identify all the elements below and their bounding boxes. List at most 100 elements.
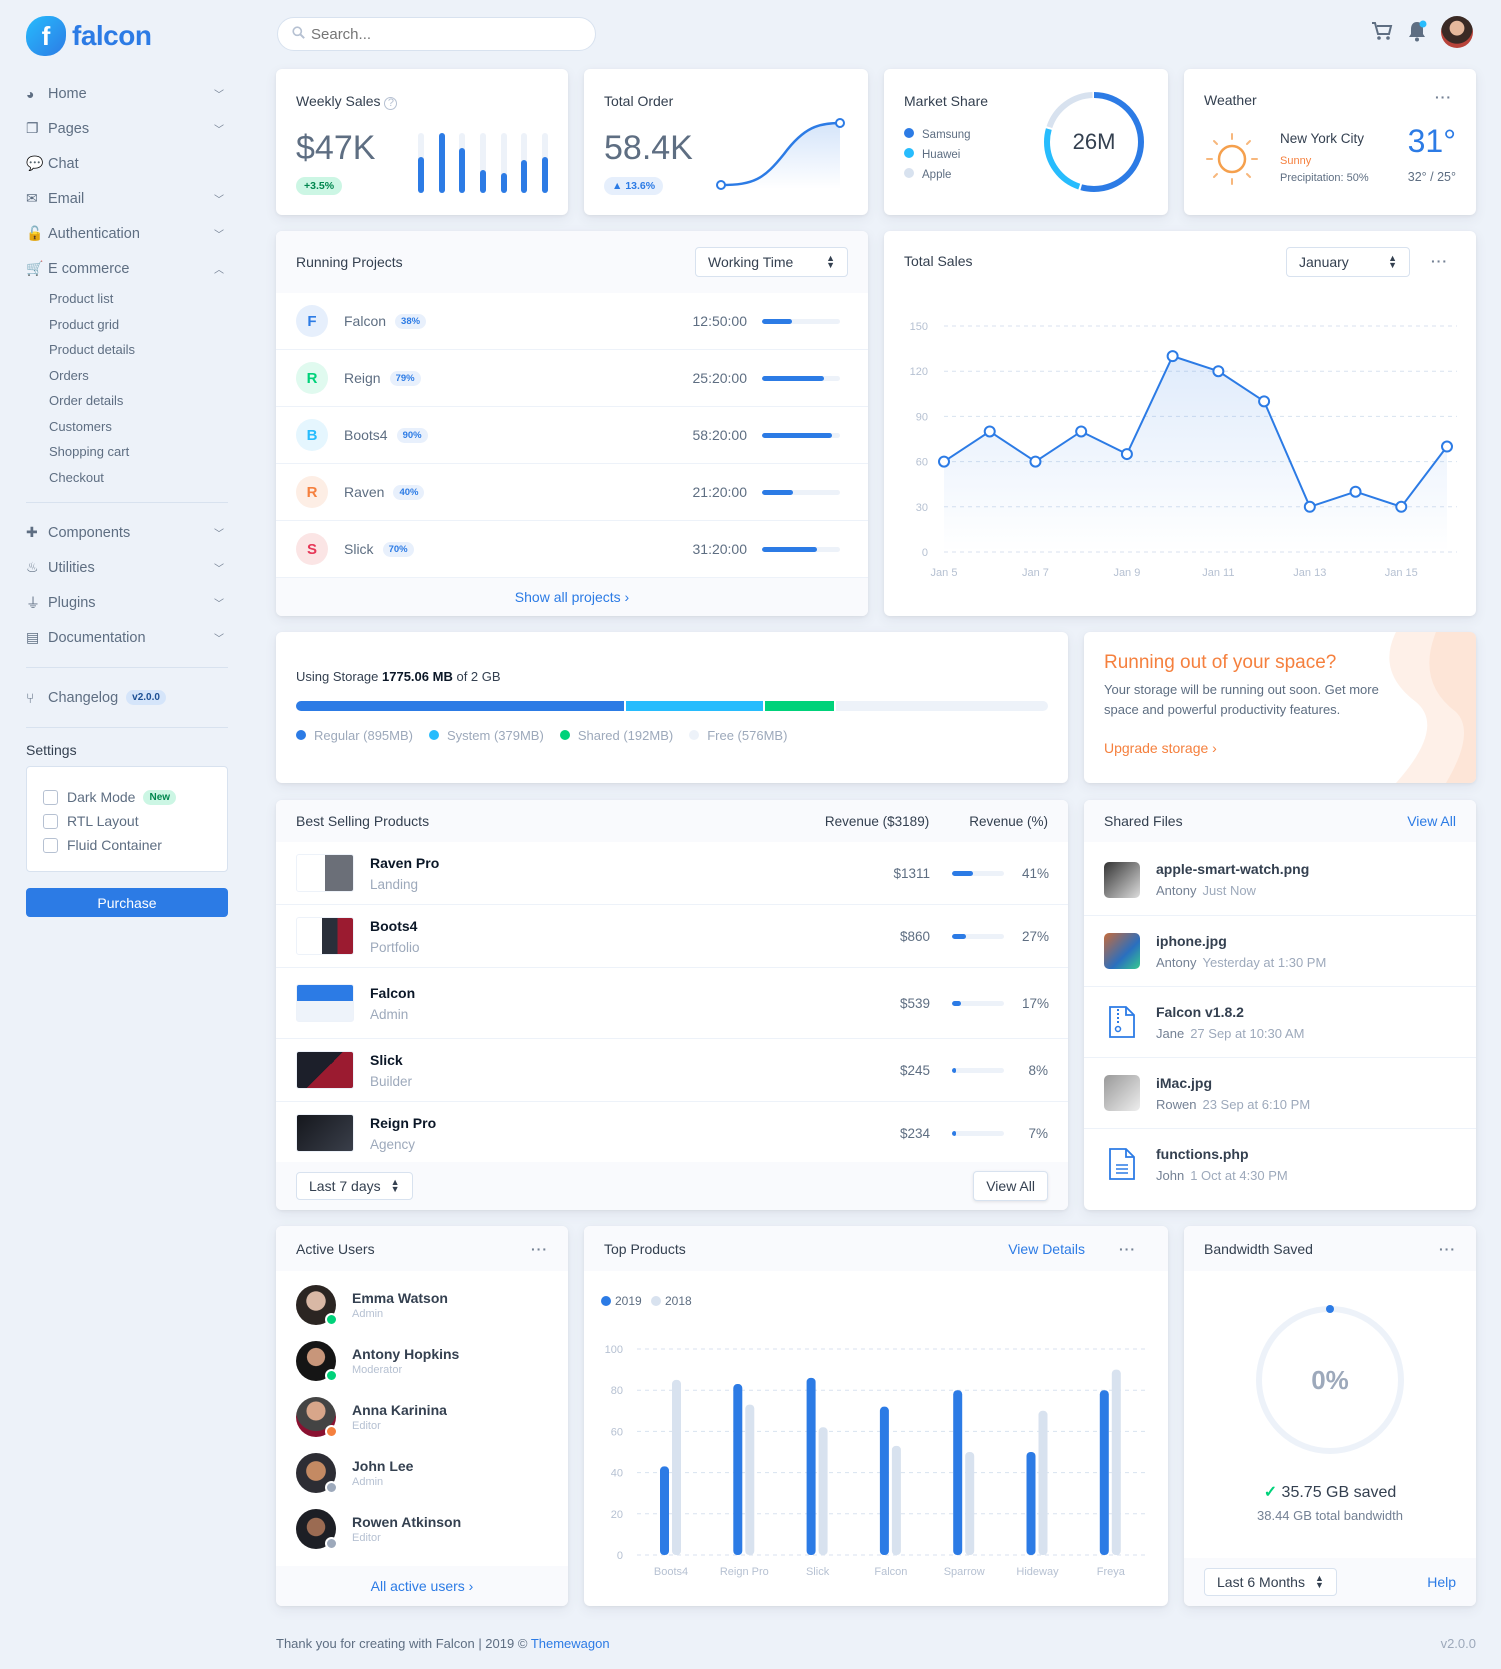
user-name[interactable]: Emma Watson <box>352 1290 448 1306</box>
product-row[interactable]: Falcon Admin $539 17% <box>276 968 1068 1039</box>
sidebar-subitem[interactable]: Order details <box>49 393 124 409</box>
sidebar-item-pages[interactable]: ❐ Pages ﹀ <box>26 111 228 146</box>
product-name[interactable]: Slick <box>370 1051 403 1068</box>
more-options-icon[interactable]: ··· <box>1435 89 1452 105</box>
rtl-layout-checkbox[interactable]: RTL Layout <box>43 809 211 833</box>
project-row[interactable]: B Boots4 90% 58:20:00 <box>276 407 868 464</box>
project-row[interactable]: R Raven 40% 21:20:00 <box>276 464 868 521</box>
view-details-link[interactable]: View Details <box>1008 1240 1085 1257</box>
shopping-cart-icon[interactable] <box>1371 21 1393 44</box>
search-box[interactable] <box>277 17 596 51</box>
dark-mode-checkbox[interactable]: Dark Mode New <box>43 785 211 809</box>
column-header-revenue-pct[interactable]: Revenue (%) <box>969 813 1048 829</box>
sidebar-subitem[interactable]: Checkout <box>49 469 104 485</box>
file-name[interactable]: apple-smart-watch.png <box>1156 861 1310 877</box>
sidebar-subitem[interactable]: Product details <box>49 342 135 358</box>
sidebar-item-chat[interactable]: 💬 Chat <box>26 146 228 181</box>
chevron-down-icon[interactable]: ﹀ <box>214 125 224 136</box>
search-input[interactable] <box>311 25 581 43</box>
product-row[interactable]: Boots4 Portfolio $860 27% <box>276 905 1068 968</box>
sidebar-item-changelog[interactable]: ⑂ Changelog v2.0.0 <box>26 680 228 715</box>
sidebar-item-authentication[interactable]: 🔓 Authentication ﹀ <box>26 216 228 251</box>
column-header-revenue[interactable]: Revenue ($3189) <box>824 813 930 829</box>
upgrade-storage-link[interactable]: Upgrade storage › <box>1104 740 1217 756</box>
user-avatar[interactable] <box>1441 16 1473 48</box>
sidebar-item-email[interactable]: ✉ Email ﹀ <box>26 181 228 216</box>
product-row[interactable]: Reign Pro Agency $234 7% <box>276 1102 1068 1165</box>
sidebar-item-components[interactable]: ✚ Components ﹀ <box>26 515 228 550</box>
working-time-select[interactable]: Working Time ▲ ▼ <box>695 247 848 277</box>
file-row[interactable]: iphone.jpg Antony Yesterday at 1:30 PM <box>1084 915 1476 986</box>
all-active-users-link[interactable]: All active users › <box>370 1578 474 1594</box>
product-row[interactable]: Slick Builder $245 8% <box>276 1039 1068 1102</box>
product-name[interactable]: Boots4 <box>370 917 418 934</box>
user-row[interactable]: Emma Watson Admin <box>276 1277 568 1333</box>
user-row[interactable]: Rowen Atkinson Editor <box>276 1501 568 1557</box>
more-options-icon[interactable]: ··· <box>1439 1240 1456 1257</box>
chevron-down-icon[interactable]: ﹀ <box>214 529 224 540</box>
file-name[interactable]: iMac.jpg <box>1156 1074 1213 1091</box>
sidebar-item-utilities[interactable]: ♨ Utilities ﹀ <box>26 550 228 585</box>
user-row[interactable]: Anna Karinina Editor <box>276 1389 568 1445</box>
file-name[interactable]: Falcon v1.8.2 <box>1156 1003 1244 1020</box>
view-all-files-link[interactable]: View All <box>1407 813 1456 829</box>
notification-bell-icon[interactable] <box>1407 20 1427 45</box>
show-all-projects-link[interactable]: Show all projects › <box>514 589 630 605</box>
checkbox-box[interactable] <box>43 837 58 853</box>
help-link[interactable]: Help <box>1427 1574 1456 1590</box>
project-row[interactable]: F Falcon 38% 12:50:00 <box>276 293 868 350</box>
user-name[interactable]: Anna Karinina <box>352 1402 447 1418</box>
sidebar-item-documentation[interactable]: ▤ Documentation ﹀ <box>26 620 228 655</box>
period-select[interactable]: Last 7 days ▲ ▼ <box>296 1172 413 1200</box>
file-row[interactable]: apple-smart-watch.png Antony Just Now <box>1084 844 1476 915</box>
bandwidth-period-select[interactable]: Last 6 Months ▲ ▼ <box>1204 1568 1337 1596</box>
user-name[interactable]: Antony Hopkins <box>352 1346 460 1362</box>
chevron-down-icon[interactable]: ﹀ <box>214 634 224 645</box>
more-options-icon[interactable]: ··· <box>1119 1240 1136 1257</box>
project-row[interactable]: S Slick 70% 31:20:00 <box>276 521 868 578</box>
chevron-down-icon[interactable]: ﹀ <box>214 230 224 241</box>
file-row[interactable]: Falcon v1.8.2 Jane 27 Sep at 10:30 AM <box>1084 986 1476 1057</box>
product-name[interactable]: Raven Pro <box>370 854 440 871</box>
chevron-down-icon[interactable]: ﹀ <box>214 195 224 206</box>
checkbox-box[interactable] <box>43 813 58 829</box>
chevron-down-icon[interactable]: ﹀ <box>214 564 224 575</box>
sidebar-subitem[interactable]: Product grid <box>49 316 120 332</box>
sidebar-subitem[interactable]: Customers <box>49 418 112 434</box>
file-name[interactable]: iphone.jpg <box>1156 932 1227 949</box>
fluid-container-checkbox[interactable]: Fluid Container <box>43 833 211 857</box>
sidebar-subitem[interactable]: Product list <box>49 291 114 307</box>
chevron-up-icon[interactable]: ︿ <box>214 265 224 276</box>
project-name[interactable]: Falcon <box>344 313 387 329</box>
file-name[interactable]: functions.php <box>1156 1145 1249 1162</box>
chevron-down-icon[interactable]: ﹀ <box>214 90 224 101</box>
question-circle-icon[interactable]: ? <box>384 97 398 110</box>
sidebar-item-e-commerce[interactable]: 🛒 E commerce ︿ <box>26 251 228 286</box>
product-name[interactable]: Falcon <box>370 984 416 1001</box>
project-name[interactable]: Boots4 <box>344 427 388 443</box>
file-row[interactable]: iMac.jpg Rowen 23 Sep at 6:10 PM <box>1084 1057 1476 1128</box>
themewagon-link[interactable]: Themewagon <box>530 1636 610 1651</box>
chevron-down-icon[interactable]: ﹀ <box>214 599 224 610</box>
month-select[interactable]: January ▲ ▼ <box>1286 247 1410 277</box>
more-options-icon[interactable]: ··· <box>531 1240 548 1257</box>
user-name[interactable]: John Lee <box>352 1458 414 1474</box>
checkbox-box[interactable] <box>43 789 58 805</box>
project-name[interactable]: Slick <box>344 541 374 557</box>
more-options-icon[interactable]: ··· <box>1431 253 1448 269</box>
project-name[interactable]: Raven <box>344 484 385 500</box>
view-all-button[interactable]: View All <box>973 1171 1048 1201</box>
product-row[interactable]: Raven Pro Landing $1311 41% <box>276 842 1068 905</box>
sidebar-item-plugins[interactable]: ⏚ Plugins ﹀ <box>26 585 228 620</box>
purchase-button[interactable]: Purchase <box>26 888 228 917</box>
project-name[interactable]: Reign <box>344 370 381 386</box>
product-name[interactable]: Reign Pro <box>370 1114 437 1131</box>
sidebar-item-home[interactable]: ◕ Home ﹀ <box>26 76 228 111</box>
file-row[interactable]: functions.php John 1 Oct at 4:30 PM <box>1084 1128 1476 1199</box>
brand-logo[interactable]: f falcon <box>26 16 152 56</box>
user-row[interactable]: John Lee Admin <box>276 1445 568 1501</box>
project-row[interactable]: R Reign 79% 25:20:00 <box>276 350 868 407</box>
user-name[interactable]: Rowen Atkinson <box>352 1514 462 1530</box>
sidebar-subitem[interactable]: Orders <box>49 367 89 383</box>
sidebar-subitem[interactable]: Shopping cart <box>49 444 130 460</box>
